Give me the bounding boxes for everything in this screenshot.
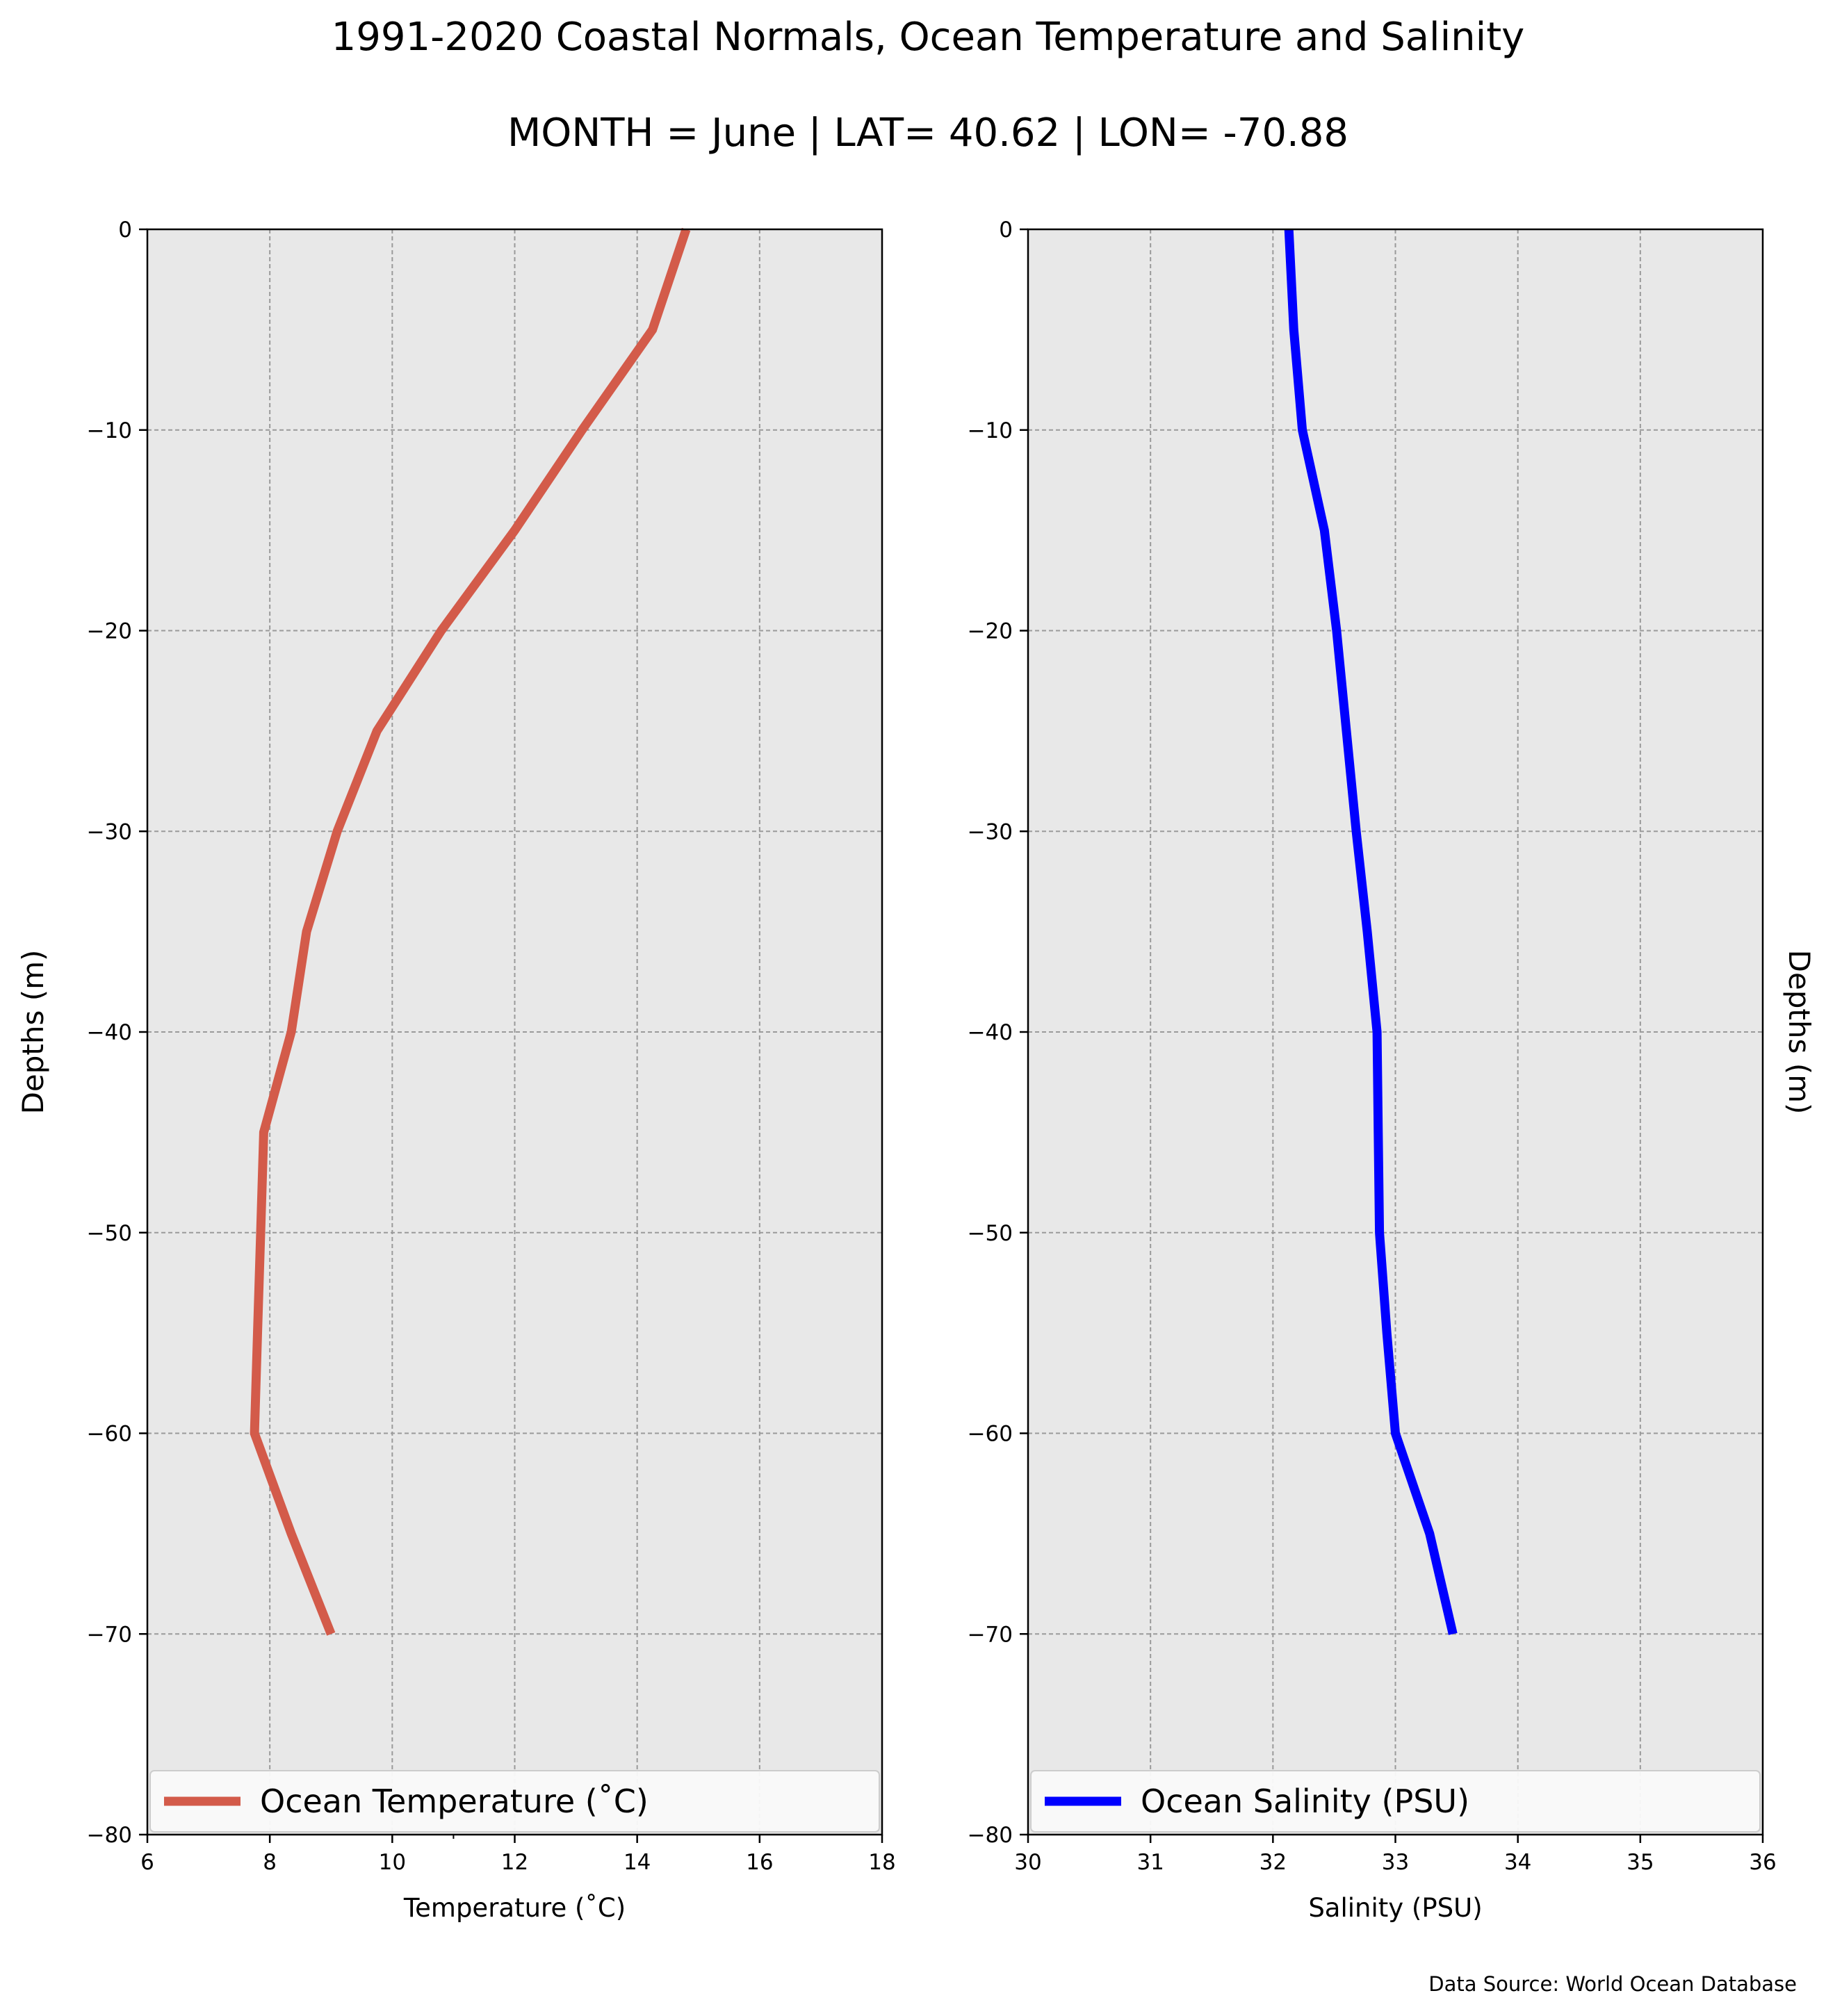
figure-subtitle: MONTH = June | LAT= 40.62 | LON= -70.88 [507,110,1348,156]
salinity-x-axis-label: Salinity (PSU) [1308,1893,1482,1923]
salinity-xtick-label: 32 [1260,1850,1287,1875]
temperature-legend-label: Ocean Temperature (˚C) [260,1783,649,1820]
salinity-ytick-label: −60 [968,1422,1013,1447]
temperature-xtick-label: 10 [379,1850,406,1875]
temperature-ytick-label: −80 [87,1823,132,1848]
temperature-xtick-label: 8 [263,1850,277,1875]
salinity-ytick-label: −20 [968,619,1013,644]
salinity-xtick-label: 31 [1136,1850,1164,1875]
salinity-y-axis-label: Depths (m) [1782,950,1816,1115]
temperature-ytick-label: −30 [87,819,132,844]
salinity-xtick-label: 30 [1014,1850,1041,1875]
salinity-legend [1030,1770,1761,1833]
temperature-ytick-label: −40 [87,1020,132,1045]
temperature-ytick-label: −60 [87,1422,132,1447]
source-note: Data Source: World Ocean Database [1428,1972,1797,1996]
temperature-ytick-label: −70 [87,1622,132,1647]
temperature-panel: Ocean Temperature (˚C) 6 8 10 12 14 16 18 0 −10 −2… [16,218,896,1923]
temperature-ytick-label: −20 [87,619,132,644]
salinity-ytick-label: 0 [999,218,1013,243]
temperature-legend [149,1770,880,1833]
salinity-xtick-label: 33 [1382,1850,1409,1875]
figure-title: 1991-2020 Coastal Normals, Ocean Tempera… [332,15,1525,60]
temperature-x-axis-label: Temperature (˚C) [403,1893,626,1923]
salinity-xtick-label: 35 [1627,1850,1654,1875]
temperature-xtick-label: 16 [746,1850,773,1875]
salinity-ytick-label: −80 [968,1823,1013,1848]
salinity-xtick-label: 34 [1504,1850,1531,1875]
temperature-ytick-label: −10 [87,418,132,443]
salinity-legend-label: Ocean Salinity (PSU) [1141,1783,1469,1820]
temperature-xtick-label: 18 [868,1850,895,1875]
salinity-ytick-label: −70 [968,1622,1013,1647]
temperature-xtick-label: 12 [501,1850,528,1875]
temperature-xtick-label: 14 [623,1850,651,1875]
salinity-ytick-label: −10 [968,418,1013,443]
salinity-xtick-label: 36 [1749,1850,1776,1875]
salinity-panel: Ocean Salinity (PSU) 30 31 32 33 34 35 36 0 −10 −2… [968,218,1816,1923]
temperature-y-axis-label: Depths (m) [16,950,50,1115]
temperature-xtick-label: 6 [140,1850,154,1875]
temperature-ytick-label: 0 [118,218,132,243]
salinity-ytick-label: −50 [968,1221,1013,1246]
temperature-ytick-label: −50 [87,1221,132,1246]
salinity-ytick-label: −30 [968,819,1013,844]
temperature-series-line [250,227,691,1636]
salinity-ytick-label: −40 [968,1020,1013,1045]
salinity-series-line [1284,229,1458,1635]
